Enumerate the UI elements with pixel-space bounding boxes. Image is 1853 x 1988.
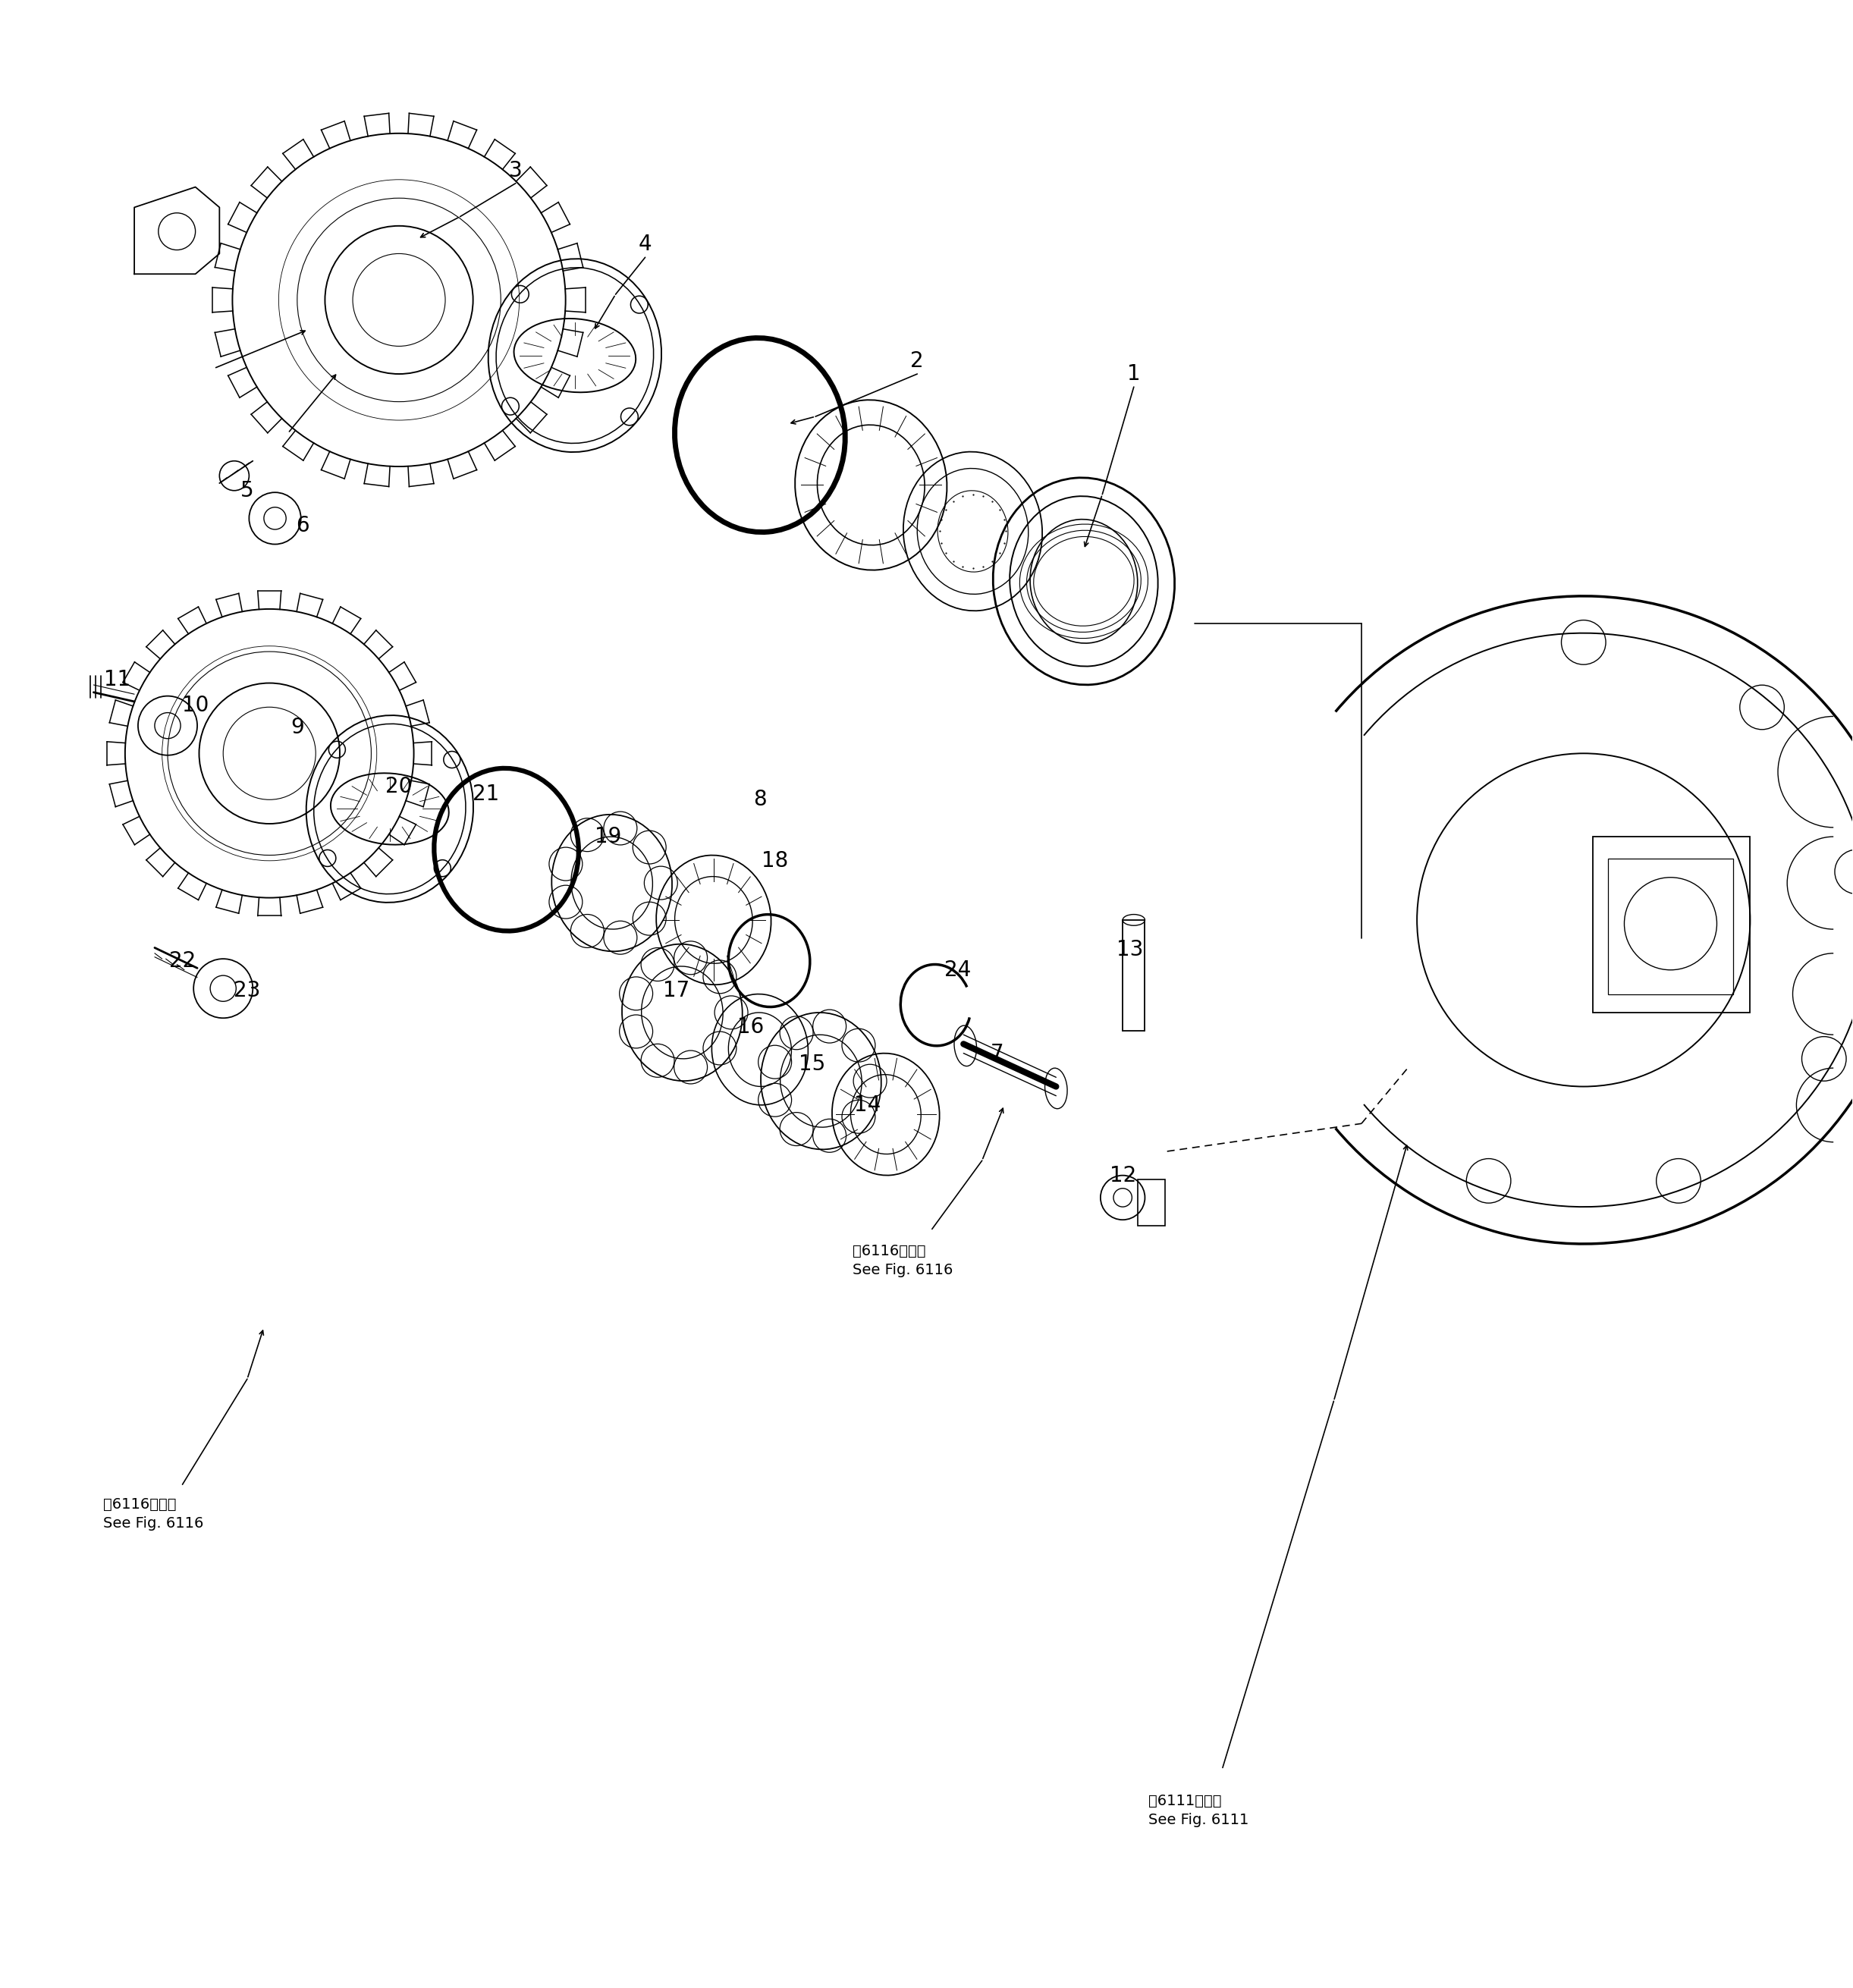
Text: 23: 23 <box>233 980 261 1000</box>
Text: 12: 12 <box>1110 1165 1136 1187</box>
Text: 18: 18 <box>762 851 788 871</box>
Text: 22: 22 <box>169 950 196 972</box>
Text: 5: 5 <box>241 479 254 501</box>
Text: 10: 10 <box>182 694 209 716</box>
Text: 14: 14 <box>854 1095 880 1115</box>
Text: 24: 24 <box>945 960 971 980</box>
Text: 15: 15 <box>799 1054 825 1076</box>
Bar <box>1138 1179 1166 1225</box>
Text: 6: 6 <box>296 515 309 537</box>
Text: 13: 13 <box>1117 938 1143 960</box>
Text: 4: 4 <box>639 235 652 254</box>
Text: 7: 7 <box>990 1042 1004 1064</box>
Text: 11: 11 <box>104 668 132 690</box>
Text: 2: 2 <box>910 350 925 372</box>
Bar <box>1594 837 1749 1012</box>
Text: 第6111図参照
See Fig. 6111: 第6111図参照 See Fig. 6111 <box>1149 1793 1249 1827</box>
Bar <box>1608 859 1734 994</box>
Text: 3: 3 <box>510 159 523 181</box>
Text: 21: 21 <box>473 783 498 805</box>
Text: 第6116図参照
See Fig. 6116: 第6116図参照 See Fig. 6116 <box>104 1497 204 1531</box>
Text: 16: 16 <box>737 1016 763 1038</box>
Text: 1: 1 <box>1127 364 1140 384</box>
Text: 9: 9 <box>291 718 304 738</box>
Text: 17: 17 <box>663 980 689 1000</box>
Text: 20: 20 <box>385 775 413 797</box>
Text: 第6116図参照
See Fig. 6116: 第6116図参照 See Fig. 6116 <box>852 1244 952 1276</box>
Text: 8: 8 <box>752 789 767 811</box>
Text: 19: 19 <box>595 827 621 847</box>
